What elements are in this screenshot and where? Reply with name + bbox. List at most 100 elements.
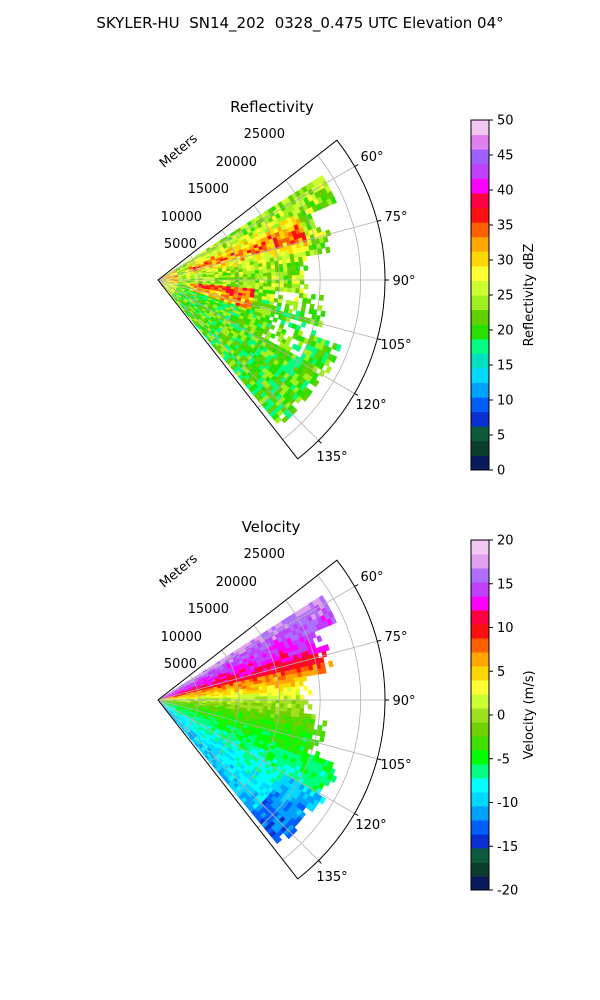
colorbar-tick-label: 35 [497,219,514,234]
echo-cell [187,291,193,295]
echo-cell [251,389,258,396]
echo-cell [196,739,202,745]
echo-cell [242,268,248,272]
echo-cell [209,743,215,749]
echo-cell [174,710,179,714]
echo-cell [253,812,261,819]
echo-cell [323,644,330,652]
echo-cell [242,290,247,295]
echo-cell [212,712,218,716]
echo-cell [200,292,206,296]
colorbar-swatch [471,280,489,296]
echo-cell [226,701,232,705]
echo-cell [185,260,190,264]
echo-cell [190,315,195,320]
echo-cell [182,275,187,277]
echo-cell [179,687,185,691]
colorbar-swatch [471,207,489,223]
echo-cell [184,298,189,302]
echo-cell [210,257,216,261]
echo-cell [286,678,292,684]
echo-cell [290,733,296,740]
echo-cell [238,793,245,801]
echo-cell [250,267,256,272]
echo-cell [180,269,186,272]
echo-cell [222,283,228,287]
echo-cell [252,674,258,679]
echo-cell [290,257,296,264]
echo-cell [199,304,204,309]
echo-cell [305,317,312,325]
echo-cell [310,631,317,639]
echo-cell [277,718,283,724]
echo-cell [275,699,281,704]
echo-cell [181,693,187,696]
echo-cell [204,317,210,322]
echo-cell [195,683,201,687]
echo-cell [271,283,276,288]
echo-cell [239,277,244,280]
echo-cell [230,277,236,280]
echo-cell [196,728,202,733]
echo-cell [258,689,264,694]
echo-cell [306,298,312,305]
echo-cell [169,273,174,276]
echo-cell [241,293,247,297]
echo-cell [277,734,284,741]
echo-cell [299,662,305,669]
echo-cell [186,696,191,699]
echo-cell [221,250,227,255]
colorbar-swatch [471,134,489,150]
echo-cell [162,700,167,702]
echo-cell [306,615,314,623]
echo-cell [317,782,325,791]
echo-cell [273,660,280,667]
echo-cell [329,768,336,776]
echo-cell [223,325,229,331]
echo-cell [165,282,170,285]
echo-cell [274,684,280,689]
echo-cell [256,673,262,678]
echo-cell [169,694,174,697]
echo-cell [179,290,184,294]
echo-cell [297,672,303,678]
echo-cell [182,292,188,296]
echo-cell [315,768,323,777]
echo-cell [322,619,330,628]
echo-cell [210,720,215,725]
echo-cell [209,291,214,295]
echo-cell [278,714,284,720]
echo-cell [204,730,210,735]
echo-cell [314,184,322,193]
echo-cell [251,282,256,287]
echo-cell [256,256,262,262]
echo-cell [250,708,256,713]
echo-cell [237,657,243,663]
echo-cell [215,727,221,732]
echo-cell [202,717,208,722]
echo-cell [199,714,205,719]
echo-cell [283,687,288,693]
echo-cell [214,309,220,314]
echo-cell [200,316,206,321]
angle-tick [377,758,382,761]
echo-cell [259,672,266,678]
echo-cell [169,290,174,295]
echo-cell [177,694,183,697]
echo-cell [208,294,213,298]
echo-cell [295,270,301,276]
echo-cell [196,256,202,260]
echo-cell [254,690,260,694]
echo-cell [316,616,324,625]
echo-cell [186,293,192,297]
echo-cell [251,696,256,700]
colorbar-swatch [471,680,489,695]
echo-cell [312,767,319,775]
echo-cell [186,294,191,298]
echo-cell [330,775,338,784]
echo-cell [172,691,177,694]
echo-cell [270,264,276,270]
echo-cell [287,707,292,713]
echo-cell [165,697,171,699]
colorbar-swatch [471,582,489,597]
